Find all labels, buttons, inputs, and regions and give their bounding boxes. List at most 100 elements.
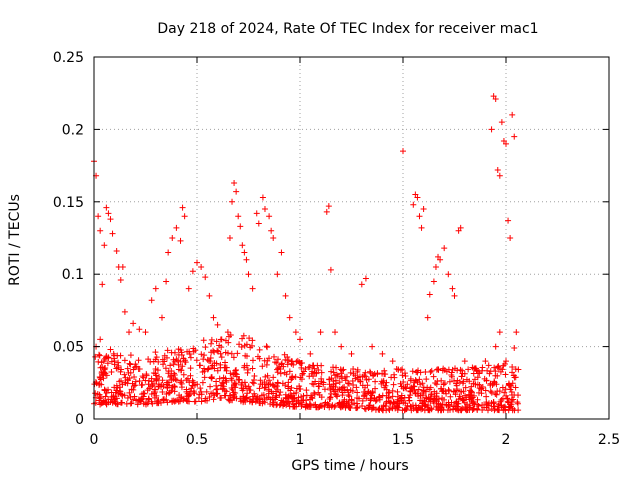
data-point bbox=[411, 387, 418, 394]
data-point bbox=[261, 206, 268, 213]
data-point bbox=[418, 224, 425, 231]
data-point bbox=[181, 213, 188, 220]
data-point bbox=[204, 366, 211, 373]
y-tick-label: 0 bbox=[75, 412, 84, 428]
data-point bbox=[143, 372, 150, 379]
data-point bbox=[242, 397, 249, 404]
data-point bbox=[492, 343, 499, 350]
data-point bbox=[496, 172, 503, 179]
data-point bbox=[367, 397, 374, 404]
data-point bbox=[441, 380, 448, 387]
data-point bbox=[458, 373, 465, 380]
data-point bbox=[432, 380, 439, 387]
data-point bbox=[246, 335, 253, 342]
data-point bbox=[367, 369, 374, 376]
data-point bbox=[481, 375, 488, 382]
data-point bbox=[111, 384, 118, 391]
data-point bbox=[170, 375, 177, 382]
data-point bbox=[116, 388, 123, 395]
data-point bbox=[461, 358, 468, 365]
data-point bbox=[355, 376, 362, 383]
data-point bbox=[196, 362, 203, 369]
data-point bbox=[207, 383, 214, 390]
x-tick-label: 2.5 bbox=[598, 432, 620, 448]
data-point bbox=[278, 360, 285, 367]
x-tick-label: 0.5 bbox=[186, 432, 208, 448]
data-point bbox=[405, 394, 412, 401]
data-point bbox=[148, 297, 155, 304]
data-point bbox=[97, 336, 104, 343]
data-point bbox=[232, 390, 239, 397]
data-point bbox=[251, 390, 258, 397]
data-point bbox=[501, 389, 508, 396]
data-point bbox=[344, 380, 351, 387]
data-point bbox=[502, 371, 509, 378]
x-tick-label: 1 bbox=[296, 432, 305, 448]
data-point bbox=[284, 353, 291, 360]
data-point bbox=[309, 380, 316, 387]
data-point bbox=[471, 365, 478, 372]
data-point bbox=[261, 384, 268, 391]
data-point bbox=[509, 364, 516, 371]
data-point bbox=[484, 407, 491, 414]
data-point bbox=[208, 374, 215, 381]
data-point bbox=[487, 388, 494, 395]
data-point bbox=[453, 380, 460, 387]
data-point bbox=[438, 377, 445, 384]
data-point bbox=[199, 369, 206, 376]
data-point bbox=[315, 380, 322, 387]
data-point bbox=[307, 350, 314, 357]
data-point bbox=[505, 217, 512, 224]
data-point bbox=[152, 356, 159, 363]
data-point bbox=[438, 385, 445, 392]
data-point bbox=[482, 358, 489, 365]
data-point bbox=[454, 377, 461, 384]
data-point bbox=[407, 388, 414, 395]
data-point bbox=[509, 111, 516, 118]
data-point bbox=[239, 379, 246, 386]
data-point bbox=[430, 373, 437, 380]
data-point bbox=[127, 400, 134, 407]
data-point bbox=[159, 388, 166, 395]
data-point bbox=[98, 359, 105, 366]
data-point bbox=[346, 393, 353, 400]
data-point bbox=[416, 376, 423, 383]
data-point bbox=[506, 380, 513, 387]
data-point bbox=[330, 378, 337, 385]
data-point bbox=[339, 392, 346, 399]
data-point bbox=[177, 237, 184, 244]
data-point bbox=[359, 402, 366, 409]
data-point bbox=[311, 365, 318, 372]
data-point bbox=[153, 377, 160, 384]
data-point bbox=[315, 366, 322, 373]
data-point bbox=[440, 396, 447, 403]
data-point bbox=[282, 394, 289, 401]
data-point bbox=[166, 389, 173, 396]
data-point bbox=[476, 385, 483, 392]
data-point bbox=[267, 400, 274, 407]
data-point bbox=[282, 292, 289, 299]
data-point bbox=[126, 389, 133, 396]
data-point bbox=[460, 388, 467, 395]
data-point bbox=[226, 235, 233, 241]
data-point bbox=[334, 373, 341, 380]
data-point bbox=[509, 405, 516, 412]
data-point bbox=[238, 344, 245, 351]
data-point bbox=[223, 378, 230, 385]
data-point bbox=[286, 368, 293, 375]
data-point bbox=[211, 365, 218, 372]
data-point bbox=[352, 375, 359, 382]
data-point bbox=[378, 405, 385, 412]
data-point bbox=[102, 399, 109, 406]
data-point bbox=[169, 235, 176, 241]
data-point bbox=[167, 374, 174, 381]
data-point bbox=[492, 391, 499, 398]
data-point bbox=[376, 396, 383, 403]
data-point bbox=[188, 385, 195, 392]
data-point bbox=[97, 375, 104, 382]
data-point bbox=[136, 326, 143, 333]
data-point bbox=[265, 388, 272, 395]
data-point bbox=[218, 394, 225, 401]
data-point bbox=[163, 278, 170, 285]
